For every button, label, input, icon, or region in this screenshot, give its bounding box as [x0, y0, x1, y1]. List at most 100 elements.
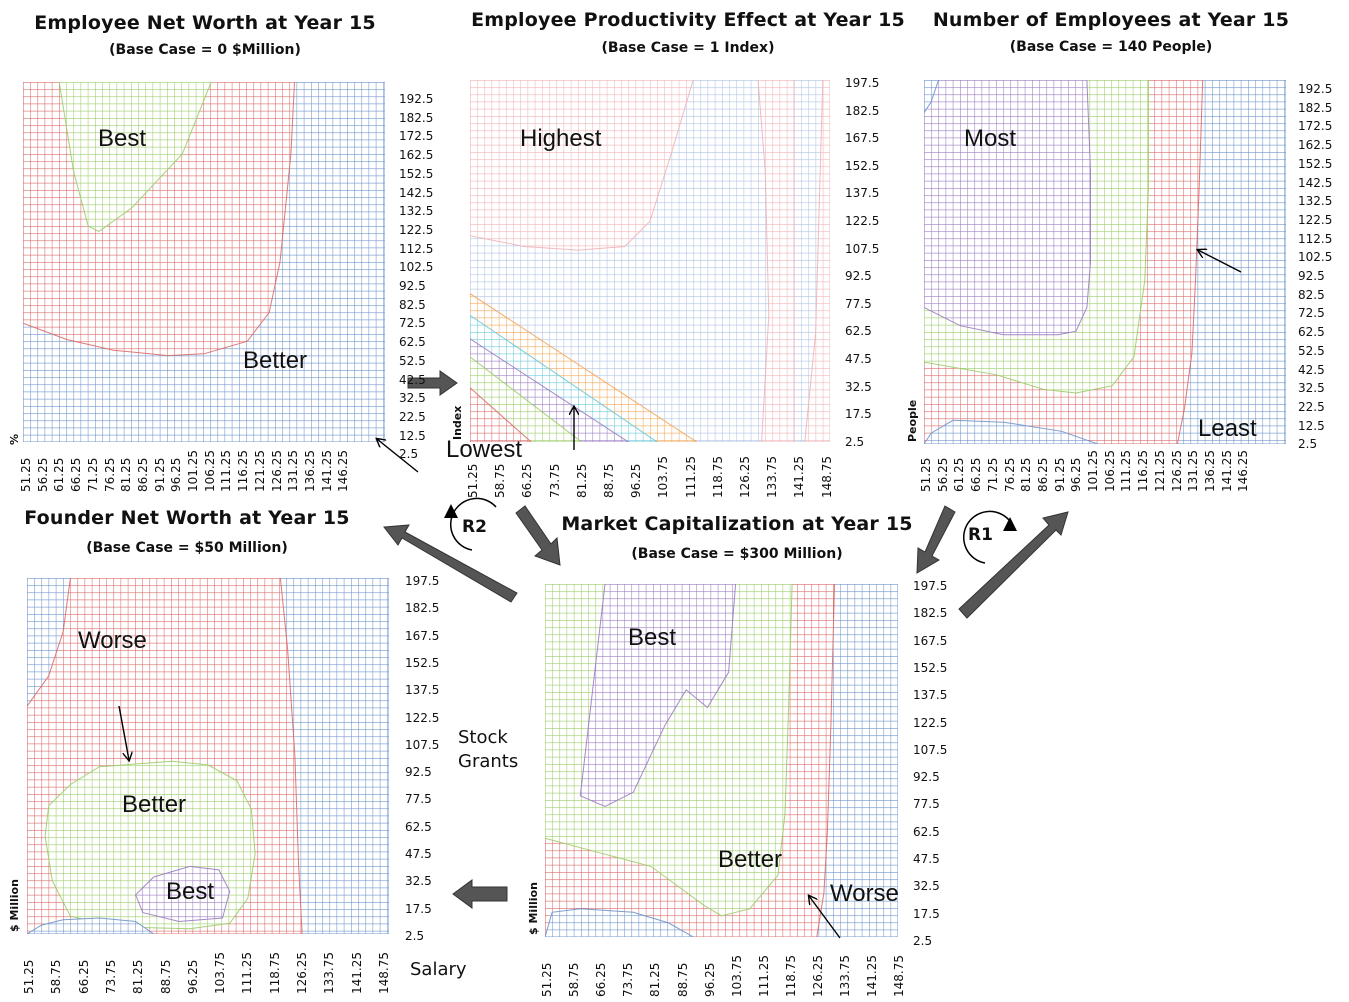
x-tick-label: 136.25	[1202, 450, 1217, 492]
y-tick-label: 197.5	[913, 579, 948, 593]
x-tick-label: 61.25	[952, 457, 967, 492]
chart-subtitle: (Base Case = $50 Million)	[86, 540, 288, 556]
y-tick-label: 52.5	[1298, 343, 1325, 358]
x-tick-label: 76.25	[102, 457, 117, 492]
y-tick-label: 62.5	[399, 335, 426, 350]
y-tick-label: 197.5	[405, 574, 440, 588]
y-tick-label: 47.5	[405, 847, 432, 861]
loop-label-r1: R1	[968, 525, 993, 545]
y-tick-label: 182.5	[405, 601, 440, 616]
region-pale_red	[470, 80, 694, 251]
region-label-worse: Worse	[830, 880, 899, 907]
heatmap-plot-market-cap	[545, 584, 898, 937]
heatmap-plot-productivity	[470, 80, 830, 442]
x-tick-label: 81.25	[1019, 457, 1034, 492]
block-arrow-up-right	[958, 511, 1069, 619]
x-tick-label: 141.25	[319, 450, 334, 492]
x-tick-label: 148.75	[376, 952, 391, 994]
y-tick-label: 107.5	[405, 737, 440, 752]
y-tick-label: 132.5	[1298, 194, 1333, 209]
x-tick-label: 111.25	[683, 456, 698, 498]
x-tick-label: 66.25	[76, 959, 91, 994]
region-label-better: Better	[122, 791, 187, 818]
region-purple	[579, 584, 737, 807]
region-label-best: Best	[98, 125, 147, 152]
region-red	[470, 387, 532, 442]
x-tick-label: 91.25	[1052, 457, 1067, 492]
x-tick-label: 126.25	[738, 456, 752, 498]
x-tick-label: 51.25	[19, 457, 33, 492]
x-tick-label: 103.75	[213, 952, 228, 994]
y-tick-label: 107.5	[913, 742, 948, 757]
heatmap-svg	[470, 80, 830, 442]
pointer-arrow	[377, 439, 419, 473]
y-tick-label: 42.5	[1298, 362, 1325, 377]
y-tick-label: 77.5	[405, 792, 432, 807]
y-tick-label: 17.5	[913, 906, 940, 921]
y-tick-label: 92.5	[913, 770, 940, 785]
y-tick-label: 122.5	[913, 715, 948, 730]
x-tick-label: 103.75	[656, 456, 671, 498]
y-tick-label: 52.5	[399, 353, 426, 368]
y-tick-label: 2.5	[845, 434, 865, 449]
region-label-best: Best	[628, 624, 677, 651]
x-tick-label: 121.25	[252, 450, 267, 492]
y-tick-label: 32.5	[399, 391, 426, 406]
y-tick-label: 92.5	[399, 279, 426, 293]
x-tick-label: 56.25	[35, 457, 50, 492]
y-tick-label: 172.5	[399, 129, 434, 144]
x-tick-label: 66.25	[520, 463, 535, 498]
x-tick-label: 96.25	[169, 457, 184, 492]
chart-title: Number of Employees at Year 15	[932, 9, 1290, 31]
x-tick-label: 51.25	[540, 962, 554, 997]
y-tick-label: 32.5	[913, 879, 940, 894]
x-tick-label: 81.25	[574, 463, 589, 498]
x-tick-label: 86.25	[135, 457, 150, 492]
region-purple	[135, 865, 231, 923]
heatmap-svg	[27, 578, 389, 934]
y-tick-label: 137.5	[845, 186, 880, 201]
block-arrow-right	[407, 370, 458, 396]
x-tick-label: 96.25	[702, 962, 717, 997]
x-tick-label: 73.75	[103, 959, 118, 994]
block-arrow-down-right	[515, 505, 561, 566]
x-tick-label: 76.25	[1002, 457, 1017, 492]
y-tick-label: 62.5	[1298, 325, 1325, 340]
heatmap-svg	[924, 80, 1286, 444]
y-tick-label: 197.5	[845, 76, 880, 90]
y-tick-label: 47.5	[845, 352, 872, 366]
y-tick-label: 137.5	[913, 688, 948, 703]
chart-title: Employee Net Worth at Year 15	[34, 12, 376, 34]
x-tick-label: 106.25	[1102, 450, 1117, 492]
y-tick-label: 92.5	[1298, 269, 1325, 283]
x-tick-label: 101.25	[186, 450, 200, 492]
y-tick-label: 182.5	[845, 103, 880, 118]
block-arrow-left	[452, 879, 508, 909]
y-tick-label: 132.5	[399, 204, 434, 219]
x-tick-label: 56.25	[935, 457, 950, 492]
x-tick-label: 58.75	[493, 463, 508, 498]
y-tick-label: 167.5	[913, 633, 948, 648]
y-tick-label: 32.5	[845, 379, 872, 394]
x-tick-label: 88.75	[158, 959, 173, 994]
x-tick-label: 141.25	[792, 456, 807, 498]
x-tick-label: 146.25	[1236, 450, 1251, 492]
y-tick-label: 152.5	[913, 660, 948, 675]
y-tick-label: 42.5	[399, 372, 426, 387]
x-tick-label: 51.25	[466, 463, 480, 498]
x-tick-label: 118.75	[267, 952, 282, 994]
chart-subtitle: (Base Case = 1 Index)	[601, 40, 775, 56]
chart-subtitle: (Base Case = 0 $Million)	[109, 42, 301, 58]
y-tick-label: 152.5	[399, 166, 434, 181]
y-tick-label: 142.5	[399, 185, 434, 200]
x-tick-label: 61.25	[52, 457, 67, 492]
pointer-arrow	[809, 896, 841, 939]
x-tick-label: 126.25	[1169, 450, 1184, 492]
chart-subtitle: (Base Case = 140 People)	[1009, 39, 1213, 55]
pointer-arrow	[1198, 250, 1242, 273]
x-tick-label: 126.25	[811, 955, 825, 997]
region-label-highest: Highest	[520, 125, 602, 152]
region-blue	[924, 419, 1098, 444]
y-tick-label: 62.5	[845, 324, 872, 339]
y-tick-label: 72.5	[399, 316, 426, 331]
